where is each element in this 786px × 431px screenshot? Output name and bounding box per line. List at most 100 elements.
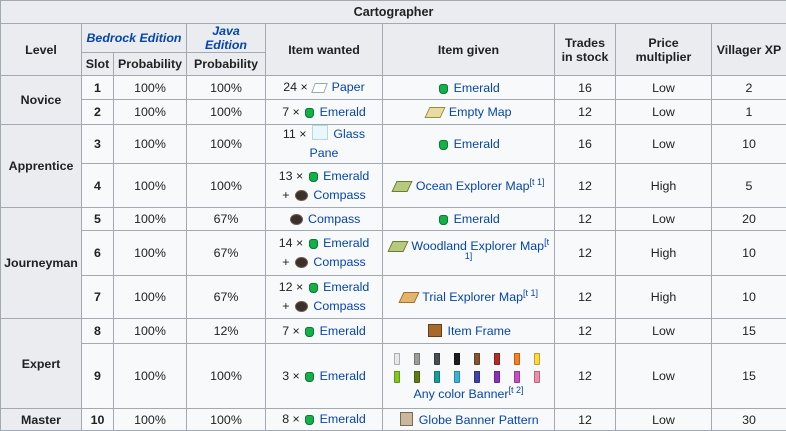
java-probability-cell: 67% [187, 276, 266, 319]
java-edition-link[interactable]: Java Edition [205, 24, 247, 52]
banner-icon [414, 353, 420, 365]
emerald-icon [309, 239, 318, 249]
villager-xp-cell: 2 [712, 76, 786, 100]
woodland-map-icon [387, 241, 408, 252]
slot-cell: 9 [82, 344, 114, 409]
item-link[interactable]: Ocean Explorer Map [416, 179, 530, 193]
banner-icon [394, 353, 400, 365]
compass-icon [295, 301, 308, 312]
footnote-ref[interactable]: [t 2] [509, 385, 524, 395]
item-link[interactable]: Any color Banner [413, 387, 508, 401]
item-link[interactable]: Emerald [323, 236, 369, 250]
item-link[interactable]: Woodland Explorer Map [411, 239, 544, 253]
wanted-line: 3 × Emerald [269, 367, 379, 386]
item-link[interactable]: Emerald [320, 105, 366, 119]
quantity: + [282, 299, 289, 313]
trades-in-stock-cell: 12 [555, 164, 616, 208]
footnote-ref[interactable]: [t 1] [530, 176, 545, 186]
java-probability-header: Probability [187, 53, 266, 76]
trades-in-stock-cell: 12 [555, 319, 616, 344]
trial-map-icon [398, 292, 419, 303]
level-journeyman: Journeyman [1, 208, 82, 319]
slot-header: Slot [82, 53, 114, 76]
item-wanted-cell: 7 × Emerald [266, 100, 383, 125]
bedrock-probability-cell: 100% [114, 409, 187, 431]
item-link[interactable]: Compass [313, 188, 365, 202]
emerald-icon [439, 140, 448, 150]
item-given-cell: Globe Banner Pattern [383, 409, 555, 431]
emerald-icon [309, 283, 318, 293]
item-link[interactable]: Emerald [323, 169, 369, 183]
trades-in-stock-cell: 16 [555, 76, 616, 100]
java-probability-cell: 12% [187, 319, 266, 344]
quantity: 13 × [279, 169, 303, 183]
emerald-icon [439, 84, 448, 94]
villager-xp-header: Villager XP [712, 24, 786, 76]
banner-icon [474, 371, 480, 383]
banner-icon [514, 371, 520, 383]
item-frame-icon [428, 324, 442, 337]
item-link[interactable]: Paper [332, 80, 365, 94]
villager-xp-cell: 10 [712, 231, 786, 276]
footnote-ref[interactable]: [t 1] [523, 288, 538, 298]
banner-icon [454, 353, 460, 365]
paper-icon [311, 83, 328, 93]
java-probability-cell: 100% [187, 76, 266, 100]
item-link[interactable]: Emerald [454, 81, 500, 95]
emerald-icon [309, 172, 318, 182]
price-multiplier-cell: Low [616, 125, 712, 164]
price-multiplier-cell: Low [616, 319, 712, 344]
slot-cell: 1 [82, 76, 114, 100]
java-probability-cell: 100% [187, 409, 266, 431]
level-header: Level [1, 24, 82, 76]
price-multiplier-cell: Low [616, 76, 712, 100]
item-wanted-cell: 11 × Glass Pane [266, 125, 383, 164]
glass-pane-icon [312, 125, 328, 140]
quantity: 12 × [279, 280, 303, 294]
wanted-line: Compass [269, 210, 379, 229]
banner-icon [434, 371, 440, 383]
java-probability-cell: 67% [187, 208, 266, 231]
banner-icons [386, 353, 551, 383]
trades-in-stock-cell: 12 [555, 344, 616, 409]
item-link[interactable]: Item Frame [448, 324, 511, 338]
price-multiplier-cell: High [616, 276, 712, 319]
item-link[interactable]: Emerald [323, 280, 369, 294]
quantity: + [282, 188, 289, 202]
villager-xp-cell: 15 [712, 319, 786, 344]
price-multiplier-cell: High [616, 231, 712, 276]
item-link[interactable]: Emerald [320, 324, 366, 338]
item-link[interactable]: Compass [308, 212, 360, 226]
item-link[interactable]: Emerald [320, 412, 366, 426]
item-link[interactable]: Globe Banner Pattern [419, 413, 539, 427]
villager-xp-cell: 10 [712, 125, 786, 164]
bedrock-probability-cell: 100% [114, 319, 187, 344]
item-link[interactable]: Emerald [320, 369, 366, 383]
item-link[interactable]: Compass [313, 255, 365, 269]
bedrock-edition-link[interactable]: Bedrock Edition [86, 31, 181, 45]
banner-icon [514, 353, 520, 365]
quantity: 11 × [283, 127, 307, 141]
trades-in-stock-cell: 12 [555, 409, 616, 431]
slot-cell: 5 [82, 208, 114, 231]
java-probability-cell: 100% [187, 100, 266, 125]
item-link[interactable]: Empty Map [449, 105, 512, 119]
slot-cell: 8 [82, 319, 114, 344]
item-link[interactable]: Trial Explorer Map [422, 290, 523, 304]
item-link[interactable]: Emerald [454, 212, 500, 226]
item-link[interactable]: Emerald [454, 137, 500, 151]
wanted-line: 24 × Paper [269, 78, 379, 97]
item-given-cell: Any color Banner[t 2] [383, 344, 555, 409]
item-link[interactable]: Compass [313, 299, 365, 313]
item-wanted-cell: 14 × Emerald+ Compass [266, 231, 383, 276]
level-expert: Expert [1, 319, 82, 409]
item-wanted-cell: 7 × Emerald [266, 319, 383, 344]
item-given-cell: Trial Explorer Map[t 1] [383, 276, 555, 319]
banner-icon [454, 371, 460, 383]
